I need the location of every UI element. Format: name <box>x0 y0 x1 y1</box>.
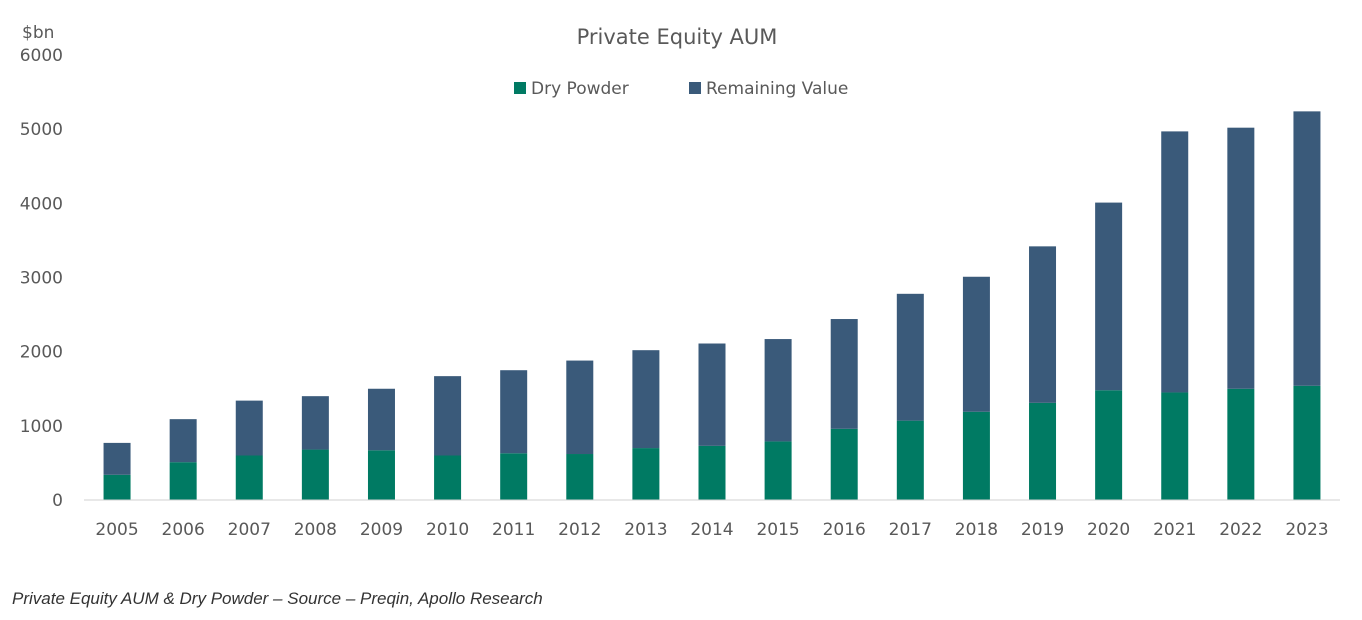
bar-remaining-value <box>1227 127 1255 389</box>
legend-swatch-remaining-value <box>689 82 701 94</box>
x-tick-label: 2008 <box>294 520 337 540</box>
bars <box>103 111 1321 500</box>
bar-remaining-value <box>169 419 197 463</box>
bar-remaining-value <box>830 319 858 429</box>
bar-dry-powder <box>301 449 329 500</box>
bar-remaining-value <box>1293 111 1321 386</box>
legend-swatch-dry-powder <box>514 82 526 94</box>
bar-remaining-value <box>764 339 792 442</box>
bar-remaining-value <box>896 293 924 421</box>
y-tick-label: 3000 <box>20 269 63 289</box>
bar-dry-powder <box>235 455 263 500</box>
legend: Dry Powder Remaining Value <box>514 79 848 99</box>
bar-remaining-value <box>1095 202 1123 391</box>
bar-dry-powder <box>103 474 131 500</box>
bar-dry-powder <box>434 455 462 500</box>
bar-dry-powder <box>566 454 594 500</box>
x-tick-label: 2021 <box>1153 520 1196 540</box>
x-tick-label: 2007 <box>228 520 271 540</box>
bar-dry-powder <box>1095 390 1123 500</box>
x-tick-label: 2006 <box>162 520 205 540</box>
bar-dry-powder <box>500 453 528 500</box>
bar-dry-powder <box>1029 402 1057 500</box>
y-axis: 0 1000 2000 3000 4000 5000 6000 <box>20 46 63 511</box>
bar-remaining-value <box>434 376 462 456</box>
x-axis: 2005 2006 2007 2008 2009 2010 2011 2012 2013 2014… <box>95 520 1328 540</box>
bar-dry-powder <box>896 420 924 500</box>
bar-remaining-value <box>566 360 594 455</box>
x-tick-label: 2012 <box>558 520 601 540</box>
y-tick-label: 6000 <box>20 46 63 66</box>
bar-dry-powder <box>1161 392 1189 500</box>
x-tick-label: 2018 <box>955 520 998 540</box>
bar-remaining-value <box>103 442 131 475</box>
bar-dry-powder <box>962 411 990 500</box>
bar-dry-powder <box>367 450 395 500</box>
x-tick-label: 2010 <box>426 520 469 540</box>
y-tick-label: 1000 <box>20 417 63 437</box>
bar-remaining-value <box>698 343 726 446</box>
bar-dry-powder <box>169 462 197 500</box>
bar-dry-powder <box>1293 385 1321 500</box>
chart-title: Private Equity AUM <box>577 25 778 49</box>
figure-caption: Private Equity AUM & Dry Powder – Source… <box>12 589 543 608</box>
y-axis-unit-label: $bn <box>22 23 54 43</box>
x-tick-label: 2013 <box>624 520 667 540</box>
x-tick-label: 2014 <box>690 520 733 540</box>
x-tick-label: 2011 <box>492 520 535 540</box>
bar-remaining-value <box>235 400 263 456</box>
x-tick-label: 2009 <box>360 520 403 540</box>
legend-label-dry-powder: Dry Powder <box>531 79 629 99</box>
x-tick-label: 2005 <box>95 520 138 540</box>
x-tick-label: 2023 <box>1285 520 1328 540</box>
bar-remaining-value <box>500 370 528 454</box>
x-tick-label: 2019 <box>1021 520 1064 540</box>
bar-remaining-value <box>962 276 990 412</box>
y-tick-label: 4000 <box>20 194 63 214</box>
x-tick-label: 2016 <box>823 520 866 540</box>
x-tick-label: 2017 <box>889 520 932 540</box>
bar-dry-powder <box>1227 388 1255 500</box>
y-tick-label: 2000 <box>20 343 63 363</box>
legend-label-remaining-value: Remaining Value <box>706 79 848 99</box>
bar-remaining-value <box>301 396 329 450</box>
bar-dry-powder <box>632 448 660 500</box>
y-tick-label: 0 <box>52 491 63 511</box>
bar-remaining-value <box>632 350 660 449</box>
x-tick-label: 2015 <box>756 520 799 540</box>
bar-remaining-value <box>1029 246 1057 403</box>
bar-remaining-value <box>1161 131 1189 393</box>
bar-remaining-value <box>367 388 395 451</box>
bar-dry-powder <box>830 428 858 500</box>
x-tick-label: 2022 <box>1219 520 1262 540</box>
y-tick-label: 5000 <box>20 120 63 140</box>
bar-dry-powder <box>698 445 726 500</box>
bar-dry-powder <box>764 441 792 500</box>
x-tick-label: 2020 <box>1087 520 1130 540</box>
stacked-bar-chart: Private Equity AUM $bn Dry Powder Remain… <box>20 23 1340 540</box>
